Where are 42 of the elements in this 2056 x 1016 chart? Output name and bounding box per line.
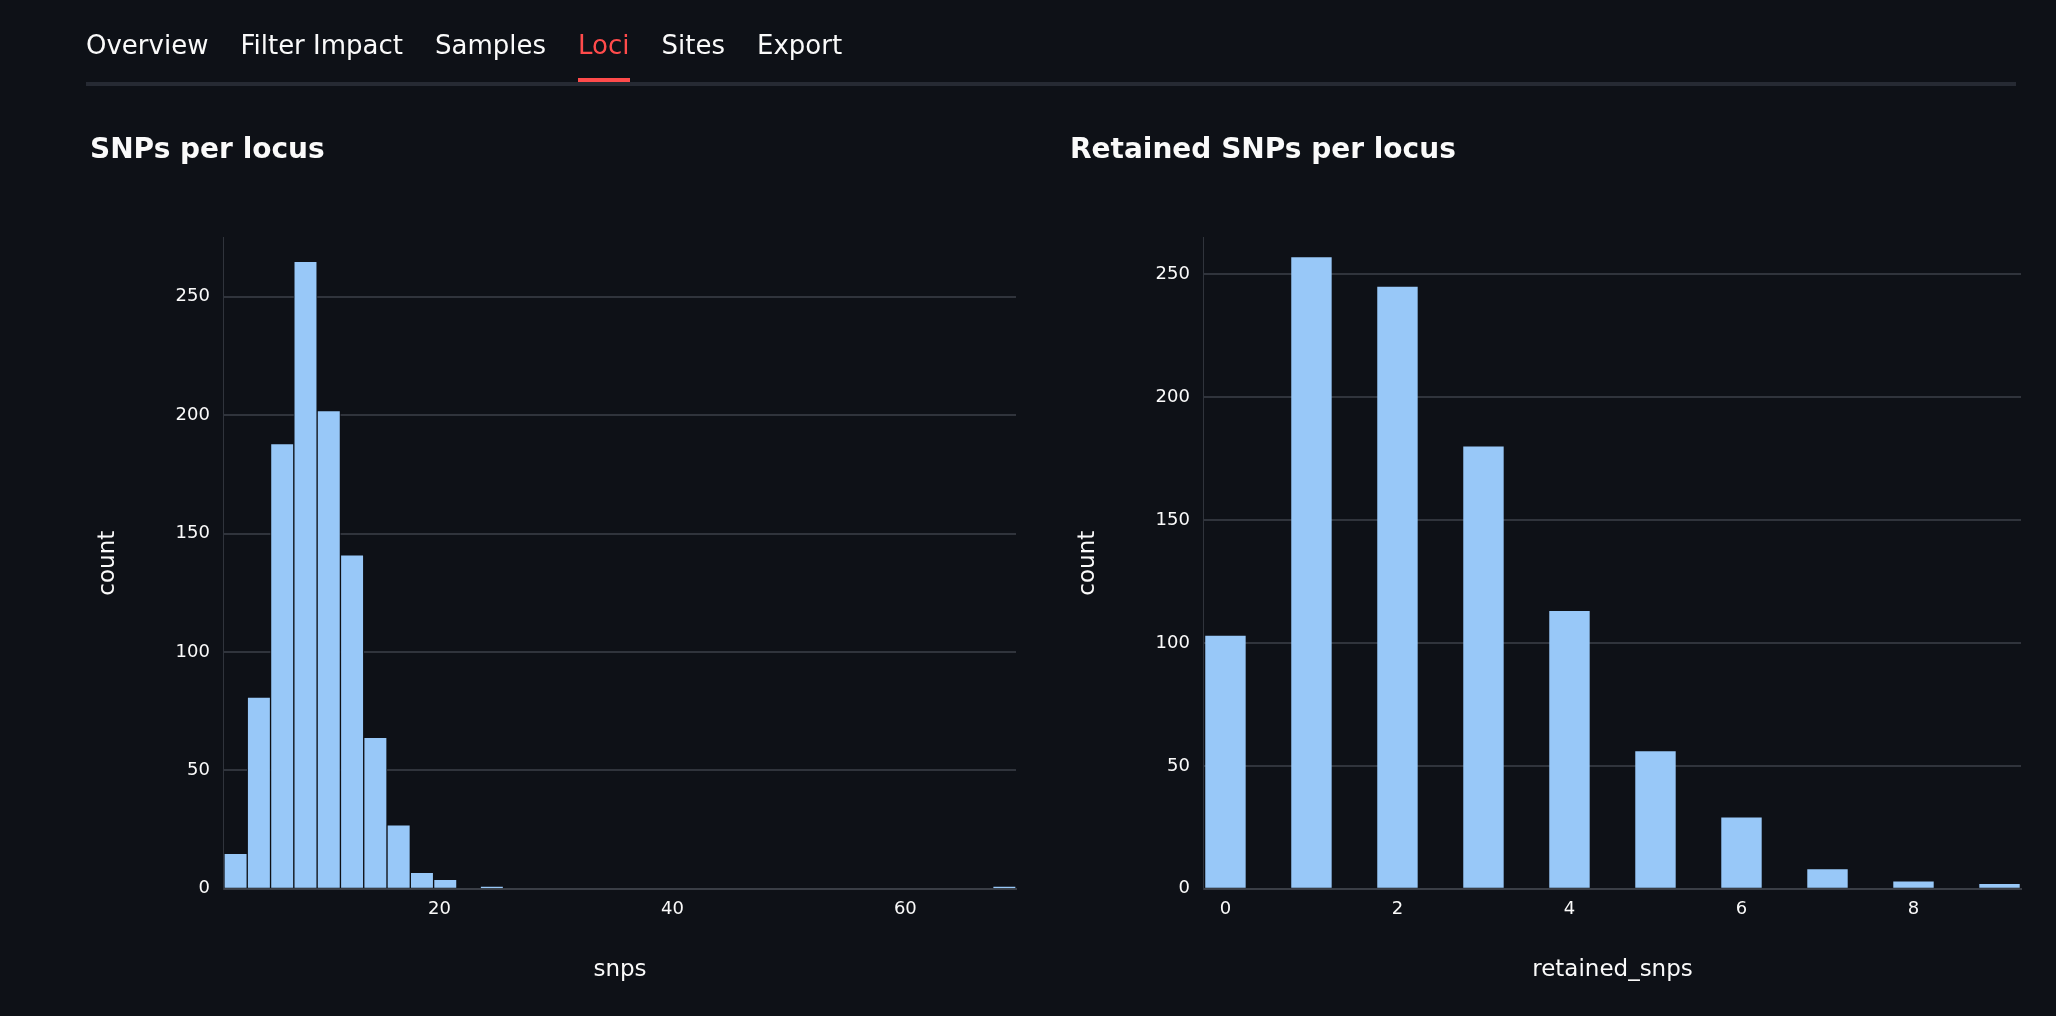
x-tick-label: 8 bbox=[1907, 897, 1920, 919]
y-tick-label: 0 bbox=[198, 876, 210, 898]
x-axis-title: retained_snps bbox=[1532, 955, 1693, 982]
chart-title: Retained SNPs per locus bbox=[1070, 132, 1456, 166]
y-tick-label: 100 bbox=[1155, 630, 1190, 652]
x-tick-label: 0 bbox=[1219, 897, 1232, 919]
y-tick-label: 150 bbox=[175, 521, 210, 543]
x-tick-label: 60 bbox=[893, 897, 917, 919]
text: Export bbox=[756, 29, 843, 62]
x-tick-label: 2 bbox=[1391, 897, 1404, 919]
chart-title: SNPs per locus bbox=[90, 132, 325, 166]
bar bbox=[1635, 751, 1676, 888]
bar bbox=[1463, 446, 1504, 888]
text: Filter Impact bbox=[240, 29, 403, 62]
bar bbox=[1979, 883, 2020, 888]
y-tick-label: 200 bbox=[175, 402, 210, 424]
bar bbox=[1377, 286, 1418, 888]
y-tick-label: 100 bbox=[175, 639, 210, 661]
y-tick-label: 0 bbox=[1178, 876, 1190, 898]
bar bbox=[1291, 257, 1332, 888]
y-axis-title: count bbox=[92, 530, 119, 596]
text: Overview bbox=[86, 29, 209, 62]
x-tick-label: 40 bbox=[660, 897, 684, 919]
x-tick-label: 6 bbox=[1735, 897, 1748, 919]
text: Samples bbox=[435, 29, 547, 62]
bar bbox=[1893, 881, 1934, 888]
bar bbox=[1549, 611, 1590, 888]
text: Sites bbox=[661, 29, 725, 62]
y-tick-label: 150 bbox=[1155, 507, 1190, 529]
y-tick-label: 50 bbox=[1167, 753, 1190, 775]
text: Loci bbox=[578, 22, 630, 82]
y-tick-label: 200 bbox=[1155, 385, 1190, 406]
y-tick-label: 250 bbox=[175, 284, 210, 306]
bar bbox=[1807, 869, 1848, 888]
y-tick-label: 250 bbox=[1155, 262, 1190, 284]
bar bbox=[1721, 817, 1762, 888]
bar bbox=[1205, 635, 1246, 888]
x-tick-label: 20 bbox=[427, 897, 451, 919]
y-tick-label: 50 bbox=[187, 758, 210, 780]
y-axis-title: count bbox=[1072, 530, 1099, 596]
x-axis-title: snps bbox=[593, 955, 647, 982]
x-tick-label: 4 bbox=[1563, 897, 1576, 919]
